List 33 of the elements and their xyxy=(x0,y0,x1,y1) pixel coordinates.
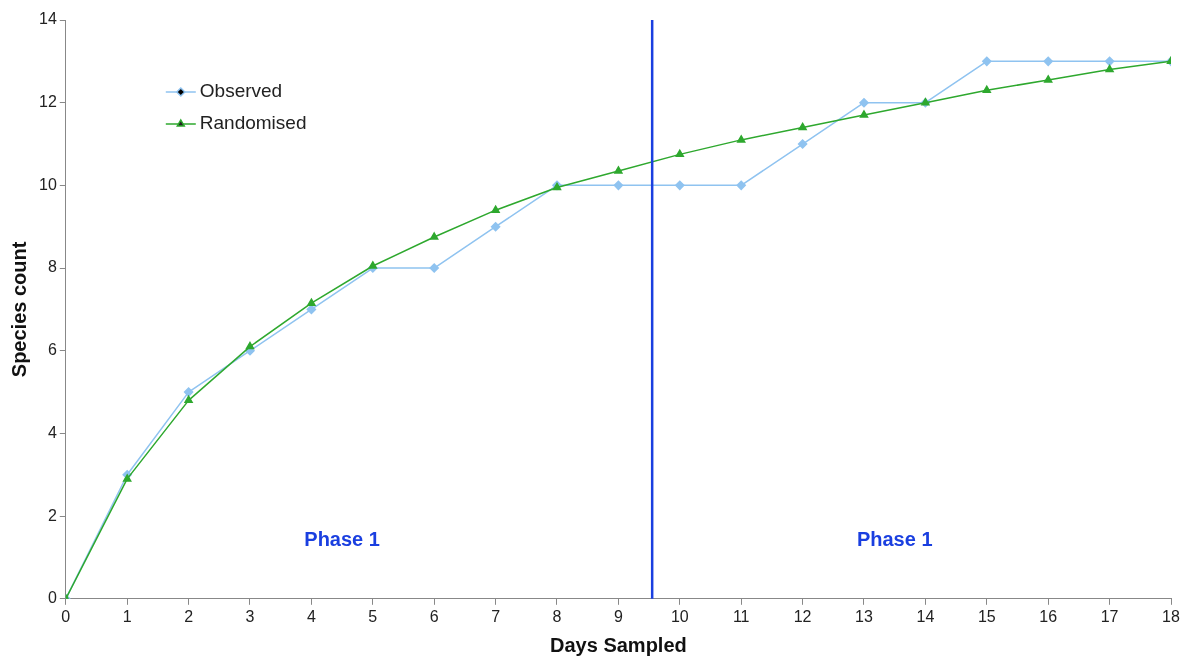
x-tick-label: 1 xyxy=(122,607,132,625)
x-tick-label: 6 xyxy=(429,607,439,625)
x-tick-label: 8 xyxy=(552,607,562,625)
x-tick-label: 3 xyxy=(245,607,255,625)
y-tick-label: 14 xyxy=(39,10,57,28)
legend-label: Randomised xyxy=(199,112,307,134)
y-axis-title: Species count xyxy=(7,241,30,378)
legend-label: Observed xyxy=(199,80,283,102)
x-tick-label: 9 xyxy=(613,607,623,625)
y-tick-label: 10 xyxy=(39,175,57,193)
x-tick-label: 18 xyxy=(1162,607,1180,625)
annotation: Phase 1 xyxy=(304,528,380,551)
x-tick-label: 17 xyxy=(1100,607,1119,625)
y-tick-label: 0 xyxy=(47,589,57,607)
annotation: Phase 1 xyxy=(856,528,933,551)
x-tick-label: 15 xyxy=(977,607,996,625)
y-tick-label: 8 xyxy=(47,258,57,276)
x-tick-label: 13 xyxy=(855,607,873,625)
y-tick-label: 2 xyxy=(47,506,57,524)
x-tick-label: 11 xyxy=(732,607,750,625)
y-tick-label: 6 xyxy=(47,341,57,359)
x-tick-label: 16 xyxy=(1039,607,1058,625)
x-tick-label: 5 xyxy=(368,607,378,625)
x-tick-label: 14 xyxy=(916,607,935,625)
x-tick-label: 12 xyxy=(793,607,812,625)
x-axis-title: Days Sampled xyxy=(550,633,687,656)
x-tick-label: 0 xyxy=(61,607,71,625)
y-tick-label: 4 xyxy=(47,423,57,441)
y-tick-label: 12 xyxy=(39,93,57,111)
x-tick-label: 4 xyxy=(306,607,316,625)
x-tick-label: 7 xyxy=(491,607,501,625)
x-tick-label: 10 xyxy=(670,607,689,625)
x-tick-label: 2 xyxy=(184,607,194,625)
